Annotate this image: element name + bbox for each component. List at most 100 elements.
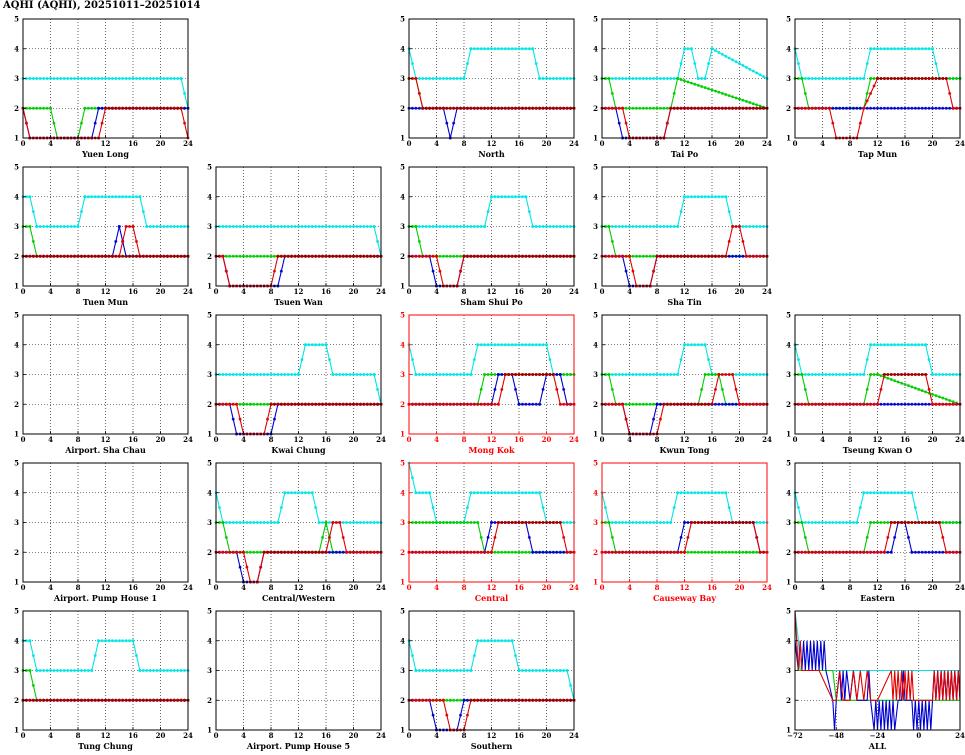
data-point <box>531 491 535 495</box>
data-point <box>748 373 752 376</box>
data-point <box>645 550 649 554</box>
x-tick-label: 4 <box>48 139 53 148</box>
data-point <box>534 550 538 554</box>
y-tick-label: 5 <box>14 311 19 320</box>
data-point <box>293 402 297 406</box>
data-point <box>107 106 111 110</box>
data-point <box>314 550 318 554</box>
data-point <box>545 254 548 258</box>
data-point <box>855 373 859 376</box>
data-point <box>631 550 635 554</box>
data-point <box>465 521 469 524</box>
data-point <box>35 106 39 110</box>
data-point <box>665 77 669 80</box>
data-point <box>686 535 690 539</box>
data-point <box>648 373 652 376</box>
data-point <box>628 225 631 228</box>
data-point <box>496 521 500 524</box>
data-point <box>486 535 490 539</box>
data-point <box>889 373 893 376</box>
data-point <box>169 106 173 110</box>
data-point <box>803 106 807 110</box>
data-point <box>634 550 638 554</box>
data-point <box>814 521 818 524</box>
data-point <box>228 254 232 258</box>
data-point <box>713 89 717 93</box>
data-point <box>724 106 728 110</box>
data-point <box>490 373 493 376</box>
data-point <box>758 402 762 406</box>
data-point <box>459 254 463 258</box>
data-point <box>507 195 511 199</box>
data-point <box>114 195 118 199</box>
data-point <box>376 402 380 406</box>
data-point <box>889 550 893 554</box>
data-point <box>86 698 90 702</box>
y-tick-label: 2 <box>14 400 19 409</box>
data-point <box>658 550 662 554</box>
x-tick-label: 0 <box>793 139 798 148</box>
x-tick-label: 4 <box>627 139 632 148</box>
data-point <box>634 77 638 80</box>
data-point <box>755 521 759 524</box>
data-point <box>104 639 107 643</box>
data-point <box>238 521 242 524</box>
data-point <box>851 373 855 376</box>
data-point <box>658 225 662 228</box>
data-point <box>917 387 921 391</box>
y-tick-label: 5 <box>14 607 19 616</box>
data-point <box>24 77 28 80</box>
data-point <box>617 106 621 110</box>
data-point <box>548 106 552 110</box>
data-point <box>882 77 886 80</box>
x-tick-label: 16 <box>128 731 138 740</box>
data-point <box>562 225 566 228</box>
data-point <box>648 77 652 80</box>
data-point <box>428 225 432 228</box>
data-point <box>42 225 46 228</box>
data-point <box>28 639 32 643</box>
data-point <box>334 402 338 406</box>
data-point <box>807 106 811 110</box>
data-point <box>327 402 331 406</box>
data-point <box>624 521 628 524</box>
y-tick-label: 1 <box>400 430 405 439</box>
data-point <box>555 550 559 554</box>
data-point <box>713 491 717 495</box>
data-point <box>476 402 480 406</box>
data-point <box>452 373 456 376</box>
data-point <box>242 373 245 376</box>
data-point <box>645 106 649 110</box>
data-point <box>848 373 852 376</box>
data-point <box>155 106 159 110</box>
data-point <box>459 550 463 554</box>
data-point <box>228 402 232 406</box>
data-point <box>920 550 924 554</box>
data-point <box>362 373 366 376</box>
data-point <box>713 49 717 53</box>
data-point <box>948 399 952 403</box>
data-point <box>831 106 835 110</box>
data-point <box>834 106 838 110</box>
data-point <box>924 106 928 110</box>
y-tick-label: 4 <box>207 192 212 201</box>
data-point <box>107 254 111 258</box>
data-point <box>52 225 56 228</box>
data-point <box>49 669 52 672</box>
data-point <box>807 550 811 554</box>
data-point <box>796 521 800 524</box>
x-tick-label: 12 <box>487 435 497 444</box>
x-tick-label: 0 <box>793 435 798 444</box>
data-point <box>331 254 335 258</box>
x-tick-label: 20 <box>349 731 359 740</box>
data-point <box>169 254 173 258</box>
data-point <box>869 373 873 376</box>
data-point <box>486 210 490 214</box>
data-point <box>410 476 414 480</box>
data-point <box>221 402 225 406</box>
data-point <box>862 550 866 554</box>
data-point <box>165 225 169 228</box>
data-point <box>700 343 704 347</box>
data-point <box>465 402 469 406</box>
data-point <box>493 343 497 347</box>
